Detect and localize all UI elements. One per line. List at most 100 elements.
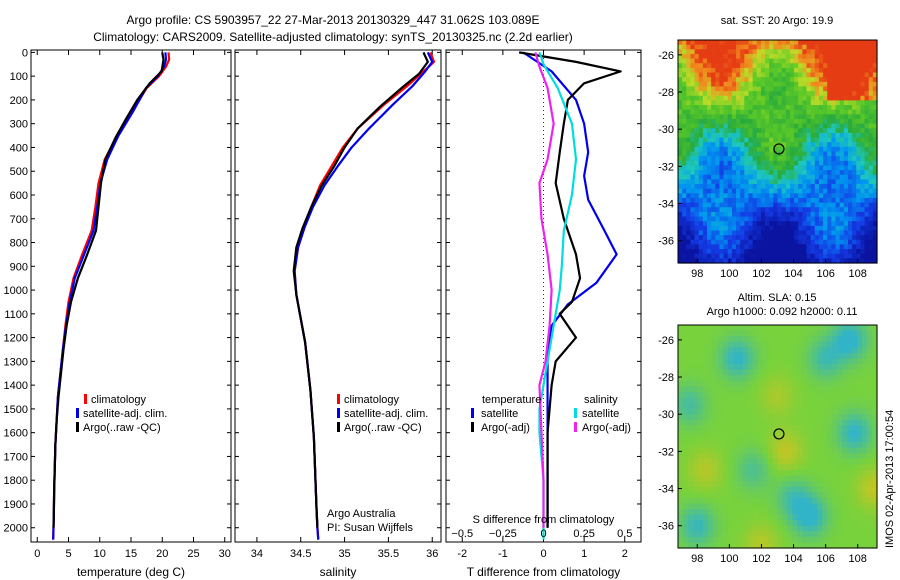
heatmap-cell <box>839 137 845 143</box>
heatmap-cell <box>822 364 828 371</box>
heatmap-cell <box>843 225 849 232</box>
heatmap-cell <box>727 380 734 387</box>
heatmap-cell <box>832 336 838 343</box>
heatmap-cell <box>682 44 687 50</box>
heatmap-cell <box>864 258 870 264</box>
heatmap-cell <box>715 49 721 55</box>
heatmap-cell <box>842 497 848 505</box>
heatmap-cell <box>802 249 808 255</box>
heatmap-cell <box>744 77 750 83</box>
y-tick-label: 100 <box>10 71 28 83</box>
heatmap-cell <box>818 258 824 264</box>
heatmap-cell <box>707 193 712 199</box>
heatmap-cell <box>806 105 812 111</box>
heatmap-cell <box>852 391 858 399</box>
heatmap-cell <box>748 207 754 213</box>
heatmap-cell <box>857 531 863 538</box>
heatmap-cell <box>747 469 754 477</box>
heatmap-cell <box>842 481 848 488</box>
heatmap-cell <box>782 453 789 460</box>
heatmap-cell <box>806 44 812 50</box>
heatmap-cell <box>792 492 798 499</box>
heatmap-cell <box>852 179 857 185</box>
heatmap-cell <box>794 165 799 171</box>
heatmap-cell <box>818 72 824 78</box>
heatmap-cell <box>731 81 737 88</box>
heatmap-cell <box>798 253 803 259</box>
heatmap-cell <box>702 105 708 111</box>
heatmap-cell <box>690 253 696 259</box>
heatmap-cell <box>756 49 762 55</box>
heatmap-cell <box>697 347 704 354</box>
heatmap-cell <box>827 508 833 516</box>
heatmap-cell <box>694 202 700 208</box>
heatmap-cell <box>847 525 853 532</box>
heatmap-cell <box>781 58 787 64</box>
heatmap-cell <box>690 184 696 190</box>
heatmap-cell <box>694 235 700 241</box>
heatmap-cell <box>682 91 687 97</box>
heatmap-cell <box>810 114 816 120</box>
heatmap-cell <box>817 325 823 332</box>
heatmap-cell <box>810 146 816 153</box>
heatmap-cell <box>777 211 783 218</box>
heatmap-cell <box>802 369 808 376</box>
heatmap-cell <box>777 146 783 153</box>
legend-marker-t-argo <box>471 422 474 432</box>
heatmap-cell <box>773 258 779 264</box>
heatmap-cell <box>835 128 841 134</box>
heatmap-cell <box>807 414 813 421</box>
heatmap-cell <box>740 105 745 111</box>
heatmap-cell <box>827 67 832 74</box>
heatmap-cell <box>722 486 729 493</box>
heatmap-cell <box>678 109 683 115</box>
heatmap-cell <box>773 184 779 190</box>
heatmap-cell <box>852 347 858 354</box>
heatmap-cell <box>715 211 721 218</box>
heatmap-cell <box>843 184 849 190</box>
heatmap-cell <box>694 91 700 97</box>
heatmap-cell <box>792 508 798 516</box>
heatmap-cell <box>723 211 729 218</box>
heatmap-cell <box>785 53 791 60</box>
heatmap-cell <box>765 77 770 83</box>
heatmap-cell <box>839 132 845 139</box>
heatmap-cell <box>872 542 878 549</box>
heatmap-cell <box>810 100 816 106</box>
heatmap-cell <box>719 114 725 120</box>
heatmap-cell <box>748 230 754 236</box>
heatmap-cell <box>789 49 795 55</box>
heatmap-cell <box>727 375 734 382</box>
heatmap-cell <box>748 58 754 64</box>
heatmap-cell <box>690 67 696 74</box>
heatmap-cell <box>698 137 704 143</box>
heatmap-cell <box>827 184 832 190</box>
heatmap-cell <box>860 67 866 74</box>
heatmap-cell <box>862 531 868 538</box>
heatmap-cell <box>731 179 737 185</box>
heatmap-cell <box>867 508 873 516</box>
heatmap-cell <box>752 132 758 139</box>
heatmap-cell <box>831 146 837 153</box>
heatmap-cell <box>832 358 838 365</box>
heatmap-cell <box>789 91 795 97</box>
heatmap-cell <box>872 408 878 415</box>
heatmap-cell <box>719 156 725 162</box>
heatmap-cell <box>732 347 739 354</box>
heatmap-cell <box>707 151 712 157</box>
heatmap-cell <box>748 53 754 60</box>
heatmap-cell <box>748 91 754 97</box>
heatmap-cell <box>797 430 803 438</box>
heatmap-cell <box>707 230 712 236</box>
heatmap-cell <box>856 221 862 227</box>
heatmap-cell <box>711 63 716 69</box>
heatmap-cell <box>744 72 750 78</box>
heatmap-cell <box>727 341 734 348</box>
heatmap-cell <box>678 188 683 194</box>
heatmap-cell <box>769 40 774 46</box>
heatmap-cell <box>769 193 774 199</box>
heatmap-cell <box>715 244 721 250</box>
heatmap-cell <box>802 486 808 493</box>
heatmap-cell <box>769 105 774 111</box>
heatmap-cell <box>832 447 838 454</box>
